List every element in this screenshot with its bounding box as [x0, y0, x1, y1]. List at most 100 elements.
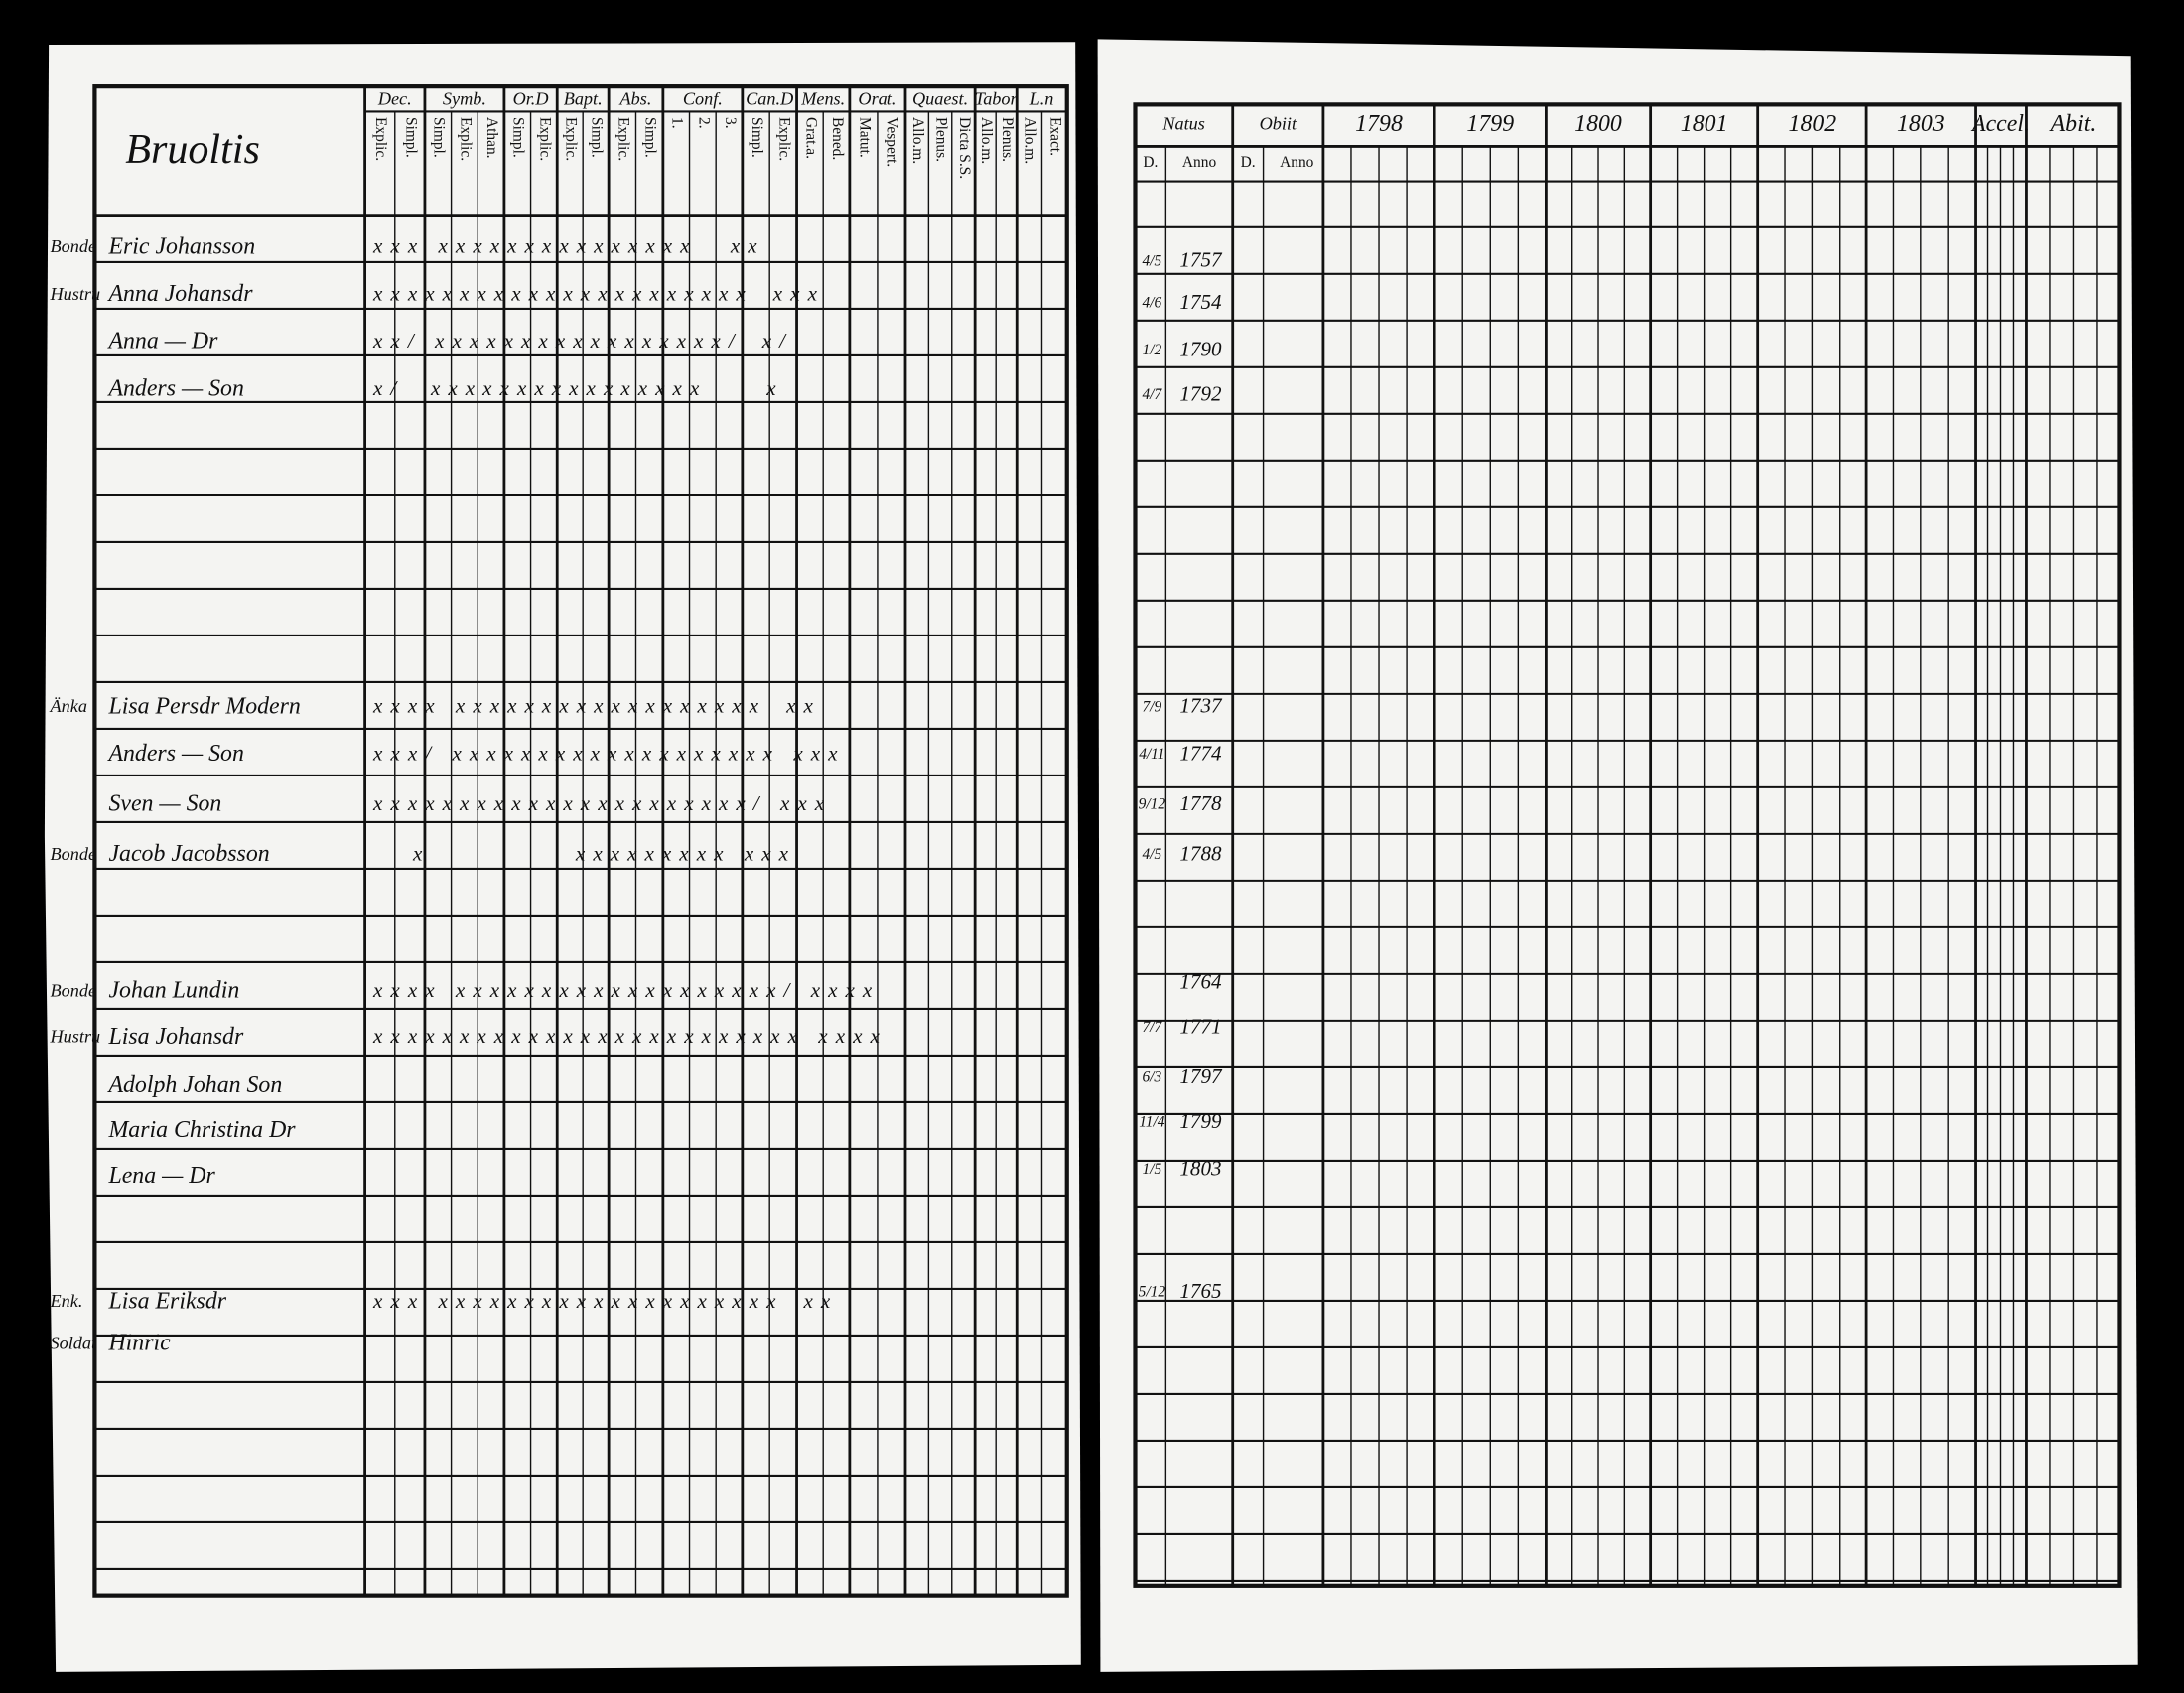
birth-year: 1797 — [1179, 1064, 1223, 1088]
person-name: Hinric — [107, 1331, 171, 1356]
column-sub: Explic. — [614, 117, 631, 161]
column-group: Bapt. — [564, 88, 603, 108]
birth-day: 4/5 — [1142, 846, 1161, 863]
exam-marks: x x x x x x x x x x x x x x x x x x x x … — [372, 978, 874, 1002]
birth-day: 11/4 — [1139, 1114, 1165, 1131]
row-side-label: Bonde — [51, 236, 97, 256]
person-name: Anders — Son — [106, 741, 243, 767]
parish-title: Bruoltis — [125, 126, 260, 173]
column-group: L.n — [1029, 88, 1054, 108]
column-label: Natus — [1161, 114, 1205, 134]
column-sub: Simpl. — [510, 117, 527, 158]
column-sub: Simpl. — [402, 117, 419, 158]
exam-marks: x / x x x x x x x x x x x x x x x x x — [372, 376, 777, 400]
column-sub: Simpl. — [642, 117, 659, 158]
column-sub: Bened. — [829, 117, 846, 160]
birth-day: 4/11 — [1139, 746, 1164, 763]
column-group: Quaest. — [912, 88, 968, 108]
row-side-label: Soldat — [51, 1333, 97, 1352]
row-side-label: Bonde — [51, 844, 97, 864]
column-sub: Allo.m. — [909, 117, 926, 164]
column-sub: Plenus. — [999, 117, 1016, 162]
column-group: Conf. — [683, 88, 723, 108]
birth-year: 1765 — [1179, 1279, 1221, 1303]
birth-day: 4/7 — [1142, 386, 1162, 403]
column-group: Mens. — [800, 88, 845, 108]
person-name: Sven — Son — [108, 791, 221, 817]
column-sub: Allo.m. — [1022, 117, 1038, 164]
column-sub: Matut. — [856, 117, 873, 158]
column-label: 1800 — [1574, 111, 1622, 137]
column-sub: Allo.m. — [978, 117, 995, 164]
birth-year: 1792 — [1179, 381, 1222, 405]
person-name: Lena — Dr — [107, 1163, 215, 1189]
column-sub: D. — [1241, 154, 1256, 171]
birth-day: 7/9 — [1142, 698, 1161, 715]
column-group: Tabor — [975, 88, 1019, 108]
birth-year: 1799 — [1179, 1109, 1222, 1133]
birth-day: 7/7 — [1142, 1019, 1162, 1036]
column-sub: 1. — [669, 117, 686, 129]
exam-marks: x x x x x x x x x x x x x x x x x x x x … — [372, 281, 818, 305]
birth-year: 1788 — [1179, 841, 1222, 865]
exam-marks: x x x / x x x x x x x x x x x x x x x x … — [372, 741, 839, 765]
column-group: Or.D — [513, 88, 549, 108]
column-label: 1803 — [1897, 111, 1945, 137]
birth-year: 1757 — [1179, 248, 1223, 272]
birth-year: 1771 — [1179, 1014, 1221, 1038]
exam-marks: x x x x x x x x x x x x x x x x x x x x … — [372, 791, 826, 815]
exam-marks: x x / x x x x x x x x x x x x x x x x x … — [372, 329, 787, 353]
birth-year: 1737 — [1179, 694, 1223, 718]
birth-day: 1/5 — [1142, 1161, 1161, 1178]
column-sub: Simpl. — [749, 117, 765, 158]
column-group: Orat. — [858, 88, 896, 108]
column-sub: Simpl. — [589, 117, 606, 158]
column-group: Symb. — [443, 88, 486, 108]
person-name: Anna — Dr — [106, 329, 218, 354]
birth-day: 1/2 — [1142, 342, 1161, 358]
column-sub: Simpl. — [431, 117, 448, 158]
column-sub: Plenus. — [933, 117, 950, 162]
column-sub: Anno — [1280, 154, 1314, 171]
person-name: Anna Johansdr — [106, 281, 253, 307]
exam-marks: x x x x x x x x x x x x x — [373, 841, 789, 865]
column-label: Accel. — [1970, 111, 2030, 137]
birth-year: 1778 — [1179, 791, 1222, 815]
birth-year: 1754 — [1179, 290, 1222, 314]
person-name: Eric Johansson — [107, 233, 255, 259]
birth-day: 9/12 — [1139, 796, 1166, 813]
birth-year: 1790 — [1179, 338, 1222, 361]
column-sub: Explic. — [372, 117, 389, 161]
birth-day: 5/12 — [1139, 1284, 1166, 1301]
column-sub: Athan. — [483, 117, 500, 159]
birth-year: 1774 — [1179, 741, 1222, 765]
birth-year: 1803 — [1179, 1157, 1221, 1181]
column-sub: 2. — [695, 117, 712, 129]
column-sub: Explic. — [536, 117, 553, 161]
column-group: Can.D — [746, 88, 793, 108]
person-name: Johan Lundin — [108, 978, 239, 1004]
right-page — [1097, 39, 2138, 1672]
column-label: 1798 — [1355, 111, 1403, 137]
row-side-label: Änka — [50, 696, 87, 716]
column-sub: Grat.a. — [802, 117, 819, 159]
column-group: Abs. — [619, 88, 652, 108]
exam-marks: x x x x x x x x x x x x x x x x x x x x … — [372, 1289, 832, 1313]
column-sub: Explic. — [563, 117, 580, 161]
person-name: Lisa Johansdr — [107, 1024, 244, 1050]
birth-year: 1764 — [1179, 970, 1222, 994]
column-label: Abit. — [2049, 111, 2097, 137]
column-group: Dec. — [377, 88, 412, 108]
row-side-label: Hustru — [50, 284, 101, 304]
person-name: Adolph Johan Son — [106, 1072, 282, 1098]
column-sub: Vespert. — [884, 117, 900, 167]
column-label: Obiit — [1260, 114, 1297, 134]
column-sub: Explic. — [775, 117, 792, 161]
person-name: Maria Christina Dr — [107, 1117, 296, 1143]
person-name: Jacob Jacobsson — [108, 841, 269, 867]
birth-day: 4/5 — [1142, 252, 1161, 269]
column-sub: 3. — [722, 117, 739, 129]
row-side-label: Bonde — [51, 980, 97, 1000]
person-name: Lisa Eriksdr — [107, 1288, 226, 1314]
birth-day: 6/3 — [1142, 1069, 1161, 1086]
